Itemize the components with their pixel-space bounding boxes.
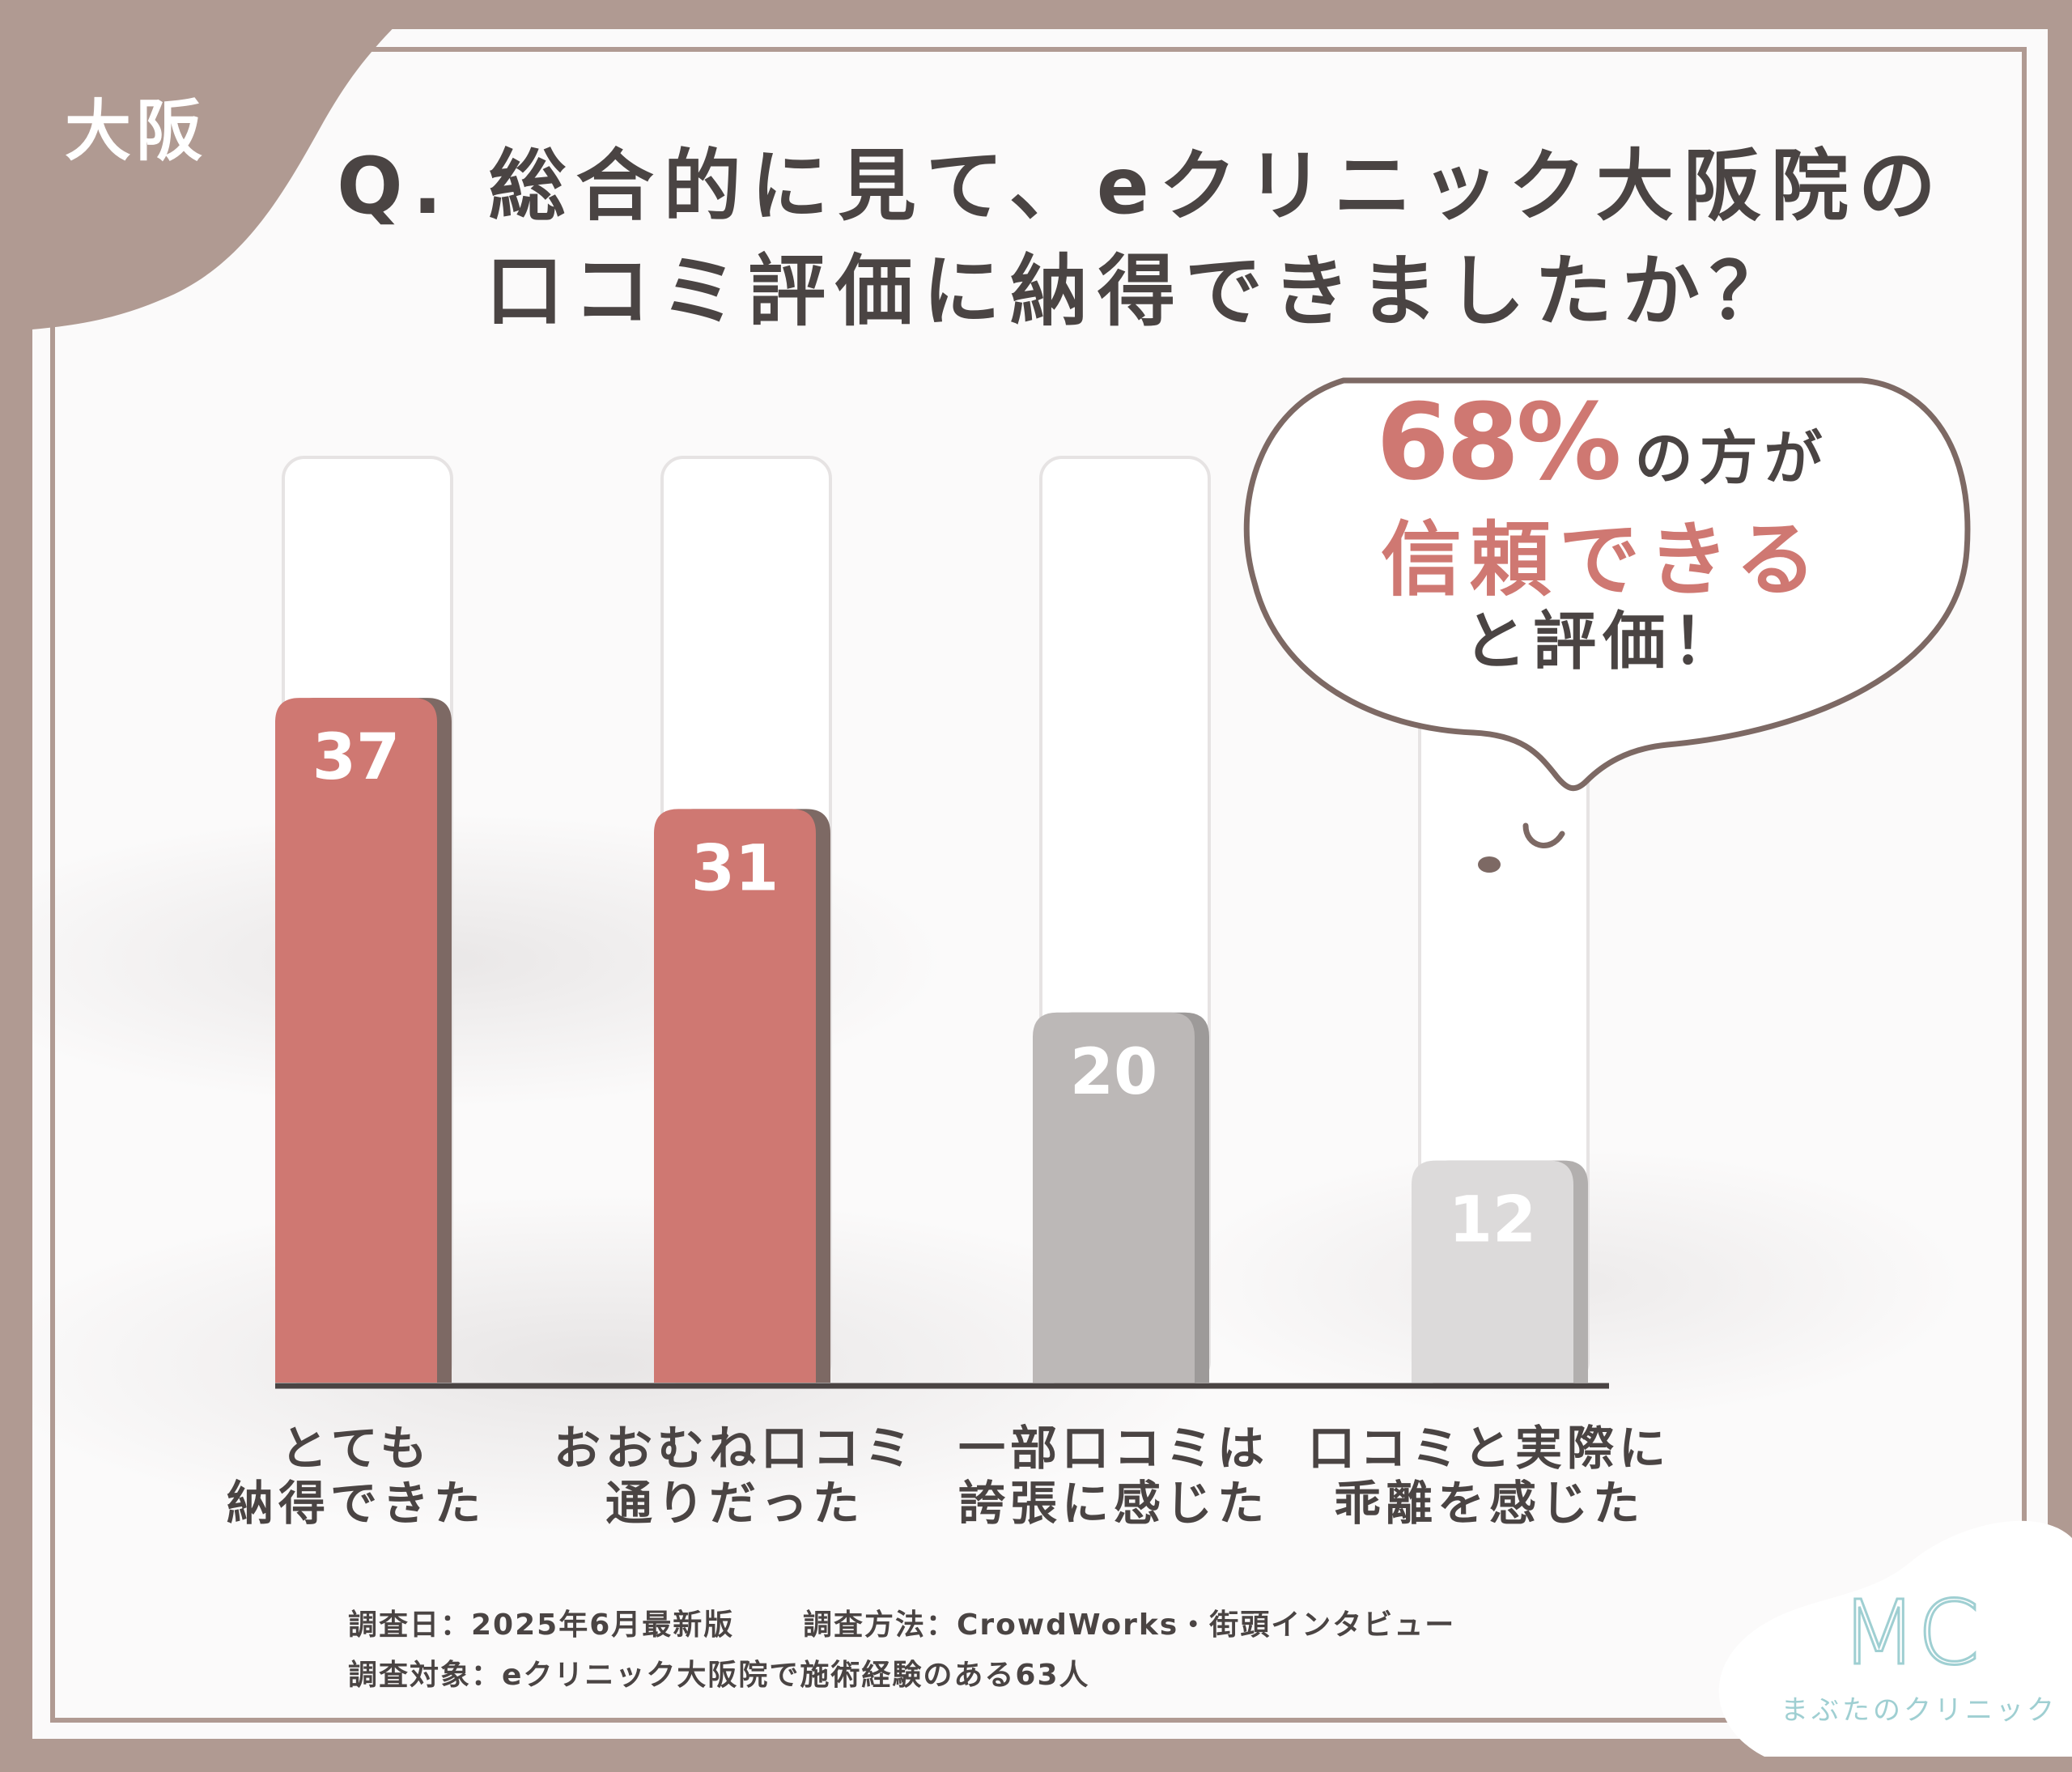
region-label: 大阪 — [65, 93, 208, 170]
category-label-line: とても — [280, 1421, 432, 1476]
category-label: 一部口コミは 誇張に感じた — [919, 1421, 1308, 1531]
callout-after-percent: の方が — [1634, 424, 1829, 492]
category-label: とても 納得できた — [162, 1421, 550, 1531]
bar — [654, 809, 816, 1383]
callout-ending: と評価！ — [1463, 606, 1742, 678]
frame-border — [50, 47, 2027, 1723]
bar — [1033, 1012, 1195, 1383]
footer-date: 調査日：2025年6月最新版 — [348, 1608, 735, 1642]
category-label-line: 通りだった — [605, 1476, 864, 1531]
category-label-line: 誇張に感じた — [957, 1476, 1269, 1531]
logo-name: まぶたのクリニック — [1781, 1694, 2057, 1727]
footer-method: 調査方法：CrowdWorks・街頭インタビュー — [803, 1608, 1456, 1642]
corner-tab — [0, 0, 421, 332]
bar-value-label: 20 — [1070, 1036, 1158, 1109]
callout-text: 68% の方が 信頼できる と評価！ — [1263, 380, 1942, 682]
category-label-line: 納得できた — [226, 1476, 486, 1531]
page-title: Q. 総合的に見て、eクリニック大阪院の 口コミ評価に納得できましたか？ — [308, 134, 1975, 344]
title-line-1: Q. 総合的に見て、eクリニック大阪院の — [337, 141, 1946, 232]
logo-background — [1718, 1520, 2072, 1757]
category-label: 口コミと実際に 乖離を感じた — [1295, 1421, 1684, 1531]
bar — [275, 698, 437, 1383]
footer-target: 調査対象：eクリニック大阪院で施術経験のある63人 — [348, 1659, 1090, 1692]
callout-bubble — [1243, 377, 1971, 873]
logo-mark: MC — [1840, 1587, 1981, 1676]
bar — [1412, 1160, 1573, 1383]
bar-value-label: 12 — [1449, 1184, 1537, 1257]
category-label-line: 一部口コミは — [957, 1421, 1269, 1476]
category-label-line: 乖離を感じた — [1333, 1476, 1645, 1531]
category-label-line: 口コミと実際に — [1307, 1421, 1671, 1476]
callout-emphasis: 信頼できる — [1381, 512, 1824, 607]
bar-value-label: 31 — [691, 832, 779, 905]
title-line-2: 口コミ評価に納得できましたか？ — [486, 246, 1797, 337]
logo-mark-text: MC — [1841, 1587, 1980, 1676]
callout-percent: 68% — [1376, 380, 1621, 504]
category-label-line: おおむね口コミ — [553, 1421, 916, 1476]
bar-value-label: 37 — [312, 721, 401, 794]
category-label: おおむね口コミ 通りだった — [541, 1421, 929, 1531]
